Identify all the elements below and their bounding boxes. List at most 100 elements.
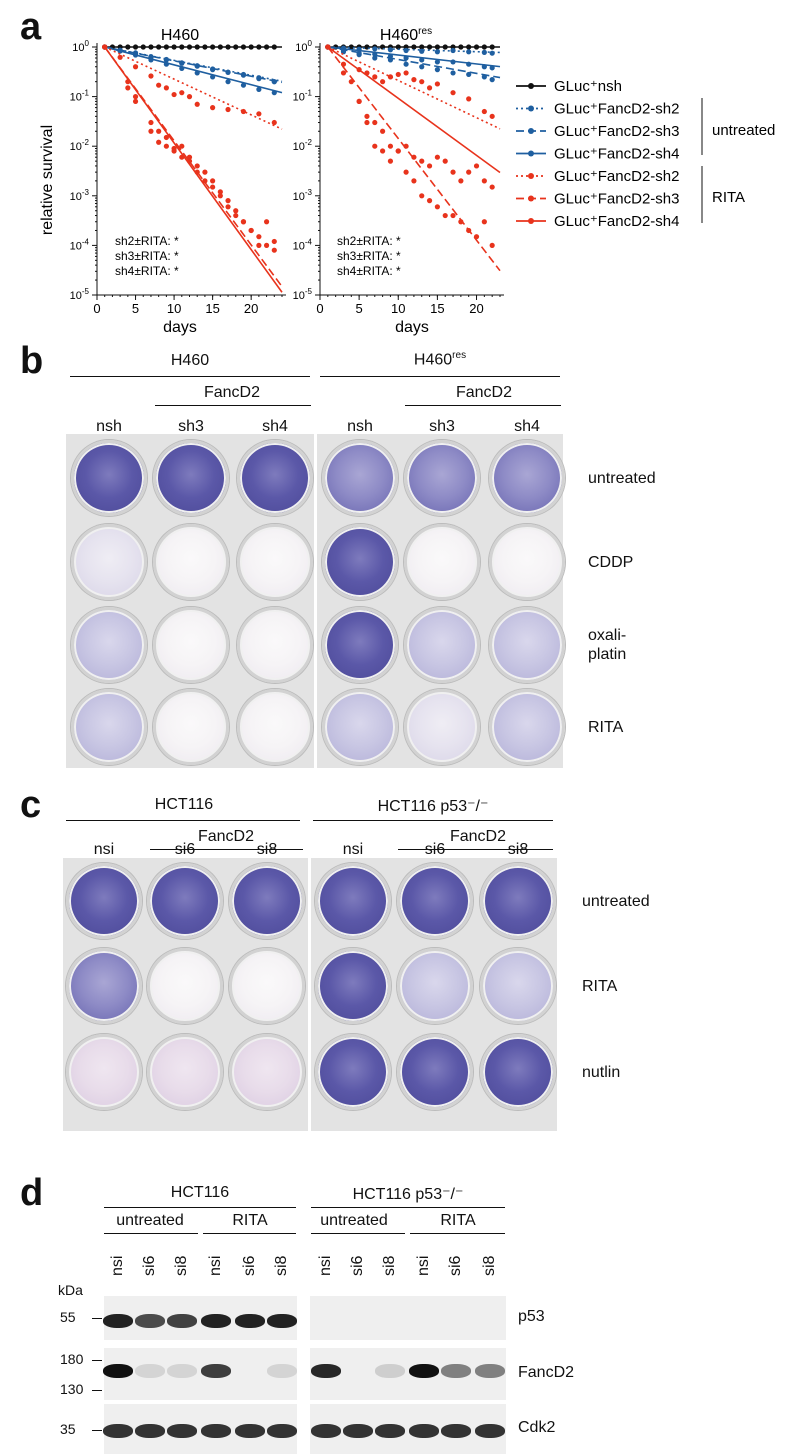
well-RITA-sh4 <box>489 689 565 765</box>
data-point <box>348 44 354 50</box>
col-label-si6: si6 <box>424 841 446 858</box>
data-point <box>426 44 433 50</box>
plot-h460: 100 10-1 10-2 10-3 10-4 10-50 5 10 15 20 <box>70 39 286 316</box>
data-point <box>380 79 386 85</box>
lane-label-4: si6 <box>241 1255 258 1276</box>
data-point <box>148 44 154 50</box>
data-point <box>225 204 231 210</box>
band-fancd2-2 <box>167 1364 197 1378</box>
data-point <box>132 44 139 50</box>
well-CDDP-sh4 <box>237 524 313 600</box>
legend-label-1: GLuc⁺FancD2-sh2 <box>554 101 679 118</box>
row-label-nutlin: nutlin <box>582 1063 621 1081</box>
data-point <box>179 65 185 72</box>
b-title-h460: H460 <box>170 352 210 369</box>
lane-label-0: nsi <box>109 1255 126 1276</box>
data-point <box>194 163 200 169</box>
data-point <box>210 105 216 111</box>
y-tick-label: 10-3 <box>293 188 313 203</box>
legend-group-rita: RITA <box>712 189 745 206</box>
d-title-hct116: HCT116 <box>170 1184 230 1201</box>
d-line-untreated-1 <box>104 1233 198 1234</box>
well-RITA-nsh <box>71 689 147 765</box>
well-untreated-sh3 <box>153 440 229 516</box>
data-point <box>240 219 247 225</box>
data-point <box>340 47 347 54</box>
y-tick-label: 10-5 <box>70 287 90 302</box>
stats-2b: sh3±RITA: * <box>337 249 401 263</box>
data-point <box>179 143 185 149</box>
data-point <box>372 74 378 80</box>
data-point <box>442 44 448 50</box>
data-point <box>102 44 108 50</box>
row-label-CDDP: CDDP <box>588 553 634 571</box>
well-untreated-si6 <box>397 863 473 939</box>
stats-1b: sh3±RITA: * <box>115 249 179 263</box>
well-RITA-sh3 <box>404 689 480 765</box>
data-point <box>450 59 456 65</box>
series-line-2 <box>104 46 283 84</box>
data-point <box>240 108 247 115</box>
data-point <box>186 158 193 164</box>
legend-marker-2 <box>528 128 534 134</box>
data-point <box>411 178 417 184</box>
well-CDDP-nsh <box>71 524 147 600</box>
stats-1a: sh2±RITA: * <box>115 234 179 248</box>
data-point <box>156 128 162 134</box>
data-point <box>163 57 169 63</box>
data-point <box>466 71 472 78</box>
c-fancd2-line-right <box>398 849 553 850</box>
data-point <box>473 163 480 169</box>
x-tick-label: 10 <box>167 301 181 316</box>
data-point <box>202 44 208 50</box>
y-tick-label: 10-1 <box>293 89 313 104</box>
legend-label-2: GLuc⁺FancD2-sh3 <box>554 123 679 140</box>
data-point <box>372 143 378 149</box>
series-line-2 <box>327 46 501 79</box>
data-point <box>210 67 216 73</box>
data-point <box>466 44 472 50</box>
band-fancd2-6 <box>311 1364 341 1378</box>
band-cdk2-3 <box>201 1424 231 1438</box>
data-point <box>403 55 409 61</box>
band-cdk2-2 <box>167 1424 197 1438</box>
band-fancd2-5 <box>267 1364 297 1378</box>
data-point <box>489 242 495 248</box>
data-point <box>395 44 401 50</box>
data-point <box>202 169 208 175</box>
data-point <box>450 212 456 219</box>
band-fancd2-11 <box>475 1364 505 1378</box>
data-point <box>466 169 472 175</box>
well-untreated-nsh <box>71 440 147 516</box>
well-untreated-nsi <box>66 863 142 939</box>
well-CDDP-sh3 <box>404 524 480 600</box>
well-CDDP-nsh <box>322 524 398 600</box>
well-untreated-sh4 <box>237 440 313 516</box>
x-tick-label: 0 <box>316 301 323 316</box>
data-point <box>481 108 487 115</box>
data-point <box>411 44 417 50</box>
x-tick-label: 20 <box>469 301 483 316</box>
legend-label-4: GLuc⁺FancD2-sh2 <box>554 168 679 185</box>
data-point <box>419 158 425 164</box>
d-line-rita-1 <box>203 1233 296 1234</box>
data-point <box>156 82 162 88</box>
col-label-nsh: nsh <box>96 418 122 435</box>
band-cdk2-8 <box>375 1424 405 1438</box>
col-label-si8: si8 <box>507 841 529 858</box>
well-RITA-nsi <box>315 948 391 1024</box>
b-fancd2-line-left <box>155 405 311 406</box>
data-point <box>240 82 247 88</box>
data-point <box>419 48 425 54</box>
well-RITA-si8 <box>229 948 305 1024</box>
well-RITA-si6 <box>397 948 473 1024</box>
data-point <box>434 44 440 50</box>
data-point <box>210 178 216 184</box>
data-point <box>233 208 239 214</box>
data-point <box>163 44 169 50</box>
data-point <box>481 74 487 80</box>
well-untreated-si8 <box>229 863 305 939</box>
panel-a-charts: relative survival H460 H460res 10010-110… <box>39 26 775 336</box>
well-oxaliplatin-sh3 <box>153 607 229 683</box>
well-RITA-sh3 <box>153 689 229 765</box>
